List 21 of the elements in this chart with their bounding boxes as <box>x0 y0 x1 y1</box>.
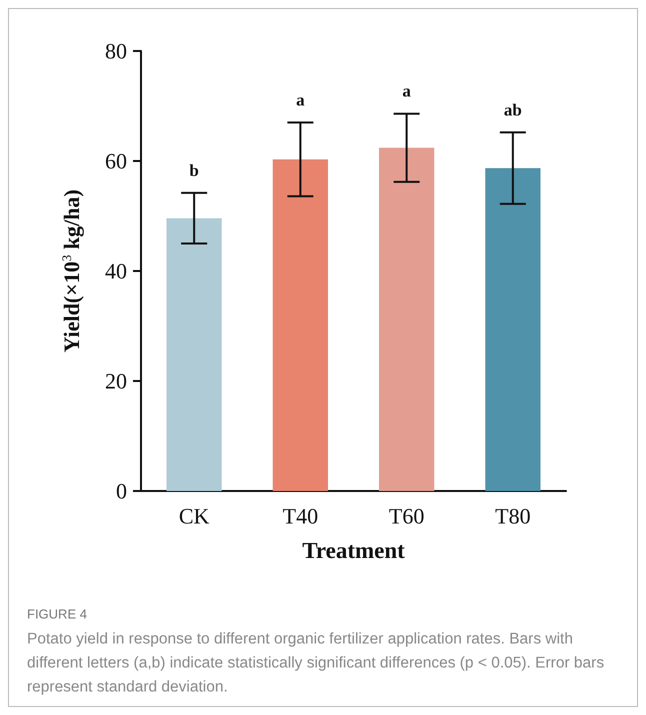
y-tick-label: 20 <box>105 368 127 394</box>
bar <box>485 168 540 491</box>
y-axis-title: Yield(×103 kg/ha) <box>59 189 84 353</box>
caption: FIGURE 4 <box>27 606 87 622</box>
y-tick-label: 40 <box>105 258 127 284</box>
data-label: a <box>402 82 412 101</box>
bar <box>166 218 222 491</box>
y-tick-label: 0 <box>116 478 127 504</box>
data-label: b <box>189 160 199 180</box>
bar <box>272 159 328 491</box>
x-tick-label: T40 <box>282 504 318 528</box>
y-tick-label: 60 <box>105 148 127 174</box>
x-tick-label: T60 <box>388 504 424 528</box>
x-tick-label: T80 <box>495 504 531 528</box>
x-axis-title: Treatment <box>302 538 406 563</box>
text: Potato yield in response to different organic fertilizer application rates. Bars with different letters (a,b) indicate statistically significant differences (p < 0.05). Error bars represent standard deviation. <box>27 630 608 696</box>
bar <box>379 148 434 491</box>
data-label: a <box>296 90 306 110</box>
y-tick-label: 80 <box>105 38 127 64</box>
x-tick-label: CK <box>178 504 210 528</box>
data-label: ab <box>504 100 522 120</box>
